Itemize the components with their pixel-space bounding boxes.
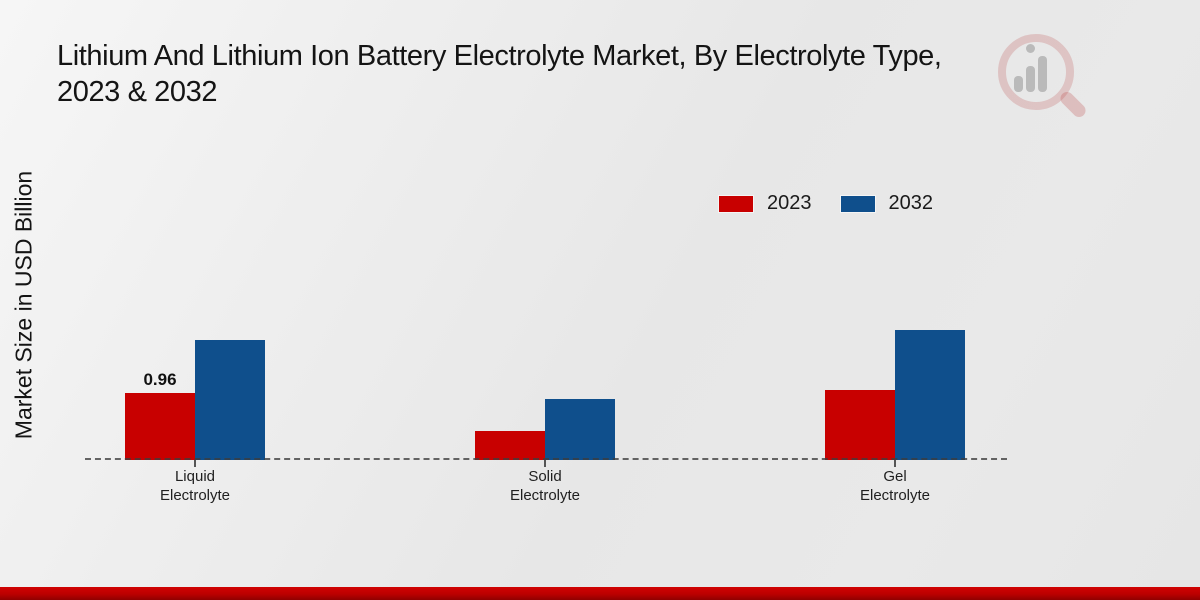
legend-label-2023: 2023 [767,192,812,214]
category-label-liquid: Liquid Electrolyte [159,468,231,504]
logo-dot-icon [1026,44,1035,53]
magnifier-logo-watermark [998,34,1108,134]
legend-swatch-2023 [718,194,754,213]
x-axis-tick [194,460,196,467]
bar-2023-gel [825,390,895,460]
category-label-gel: Gel Electrolyte [859,468,931,504]
x-axis-tick [544,460,546,467]
x-axis-tick [894,460,896,467]
category-label-solid: Solid Electrolyte [509,468,581,504]
magnifier-ring-icon [998,34,1074,110]
bar-2032-solid [545,399,615,460]
y-axis-label: Market Size in USD Billion [10,170,37,440]
bar-value-label: 0.96 [143,370,177,389]
legend-label-2032: 2032 [888,192,934,214]
legend-swatch-2032 [839,194,876,213]
footer-accent-bar [0,587,1200,600]
legend: 2023 2032 [718,192,933,215]
bar-2032-gel [895,330,965,460]
logo-bars-icon [1014,56,1047,92]
chart-title: Lithium And Lithium Ion Battery Electrol… [57,38,1137,110]
bar-2032-liquid [195,340,265,460]
bar-2023-liquid [125,393,195,460]
chart-title-line2: 2023 & 2032 [57,76,218,108]
bar-2023-solid [475,431,545,460]
x-axis-baseline [85,458,1007,460]
chart-title-line1: Lithium And Lithium Ion Battery Electrol… [57,40,942,72]
